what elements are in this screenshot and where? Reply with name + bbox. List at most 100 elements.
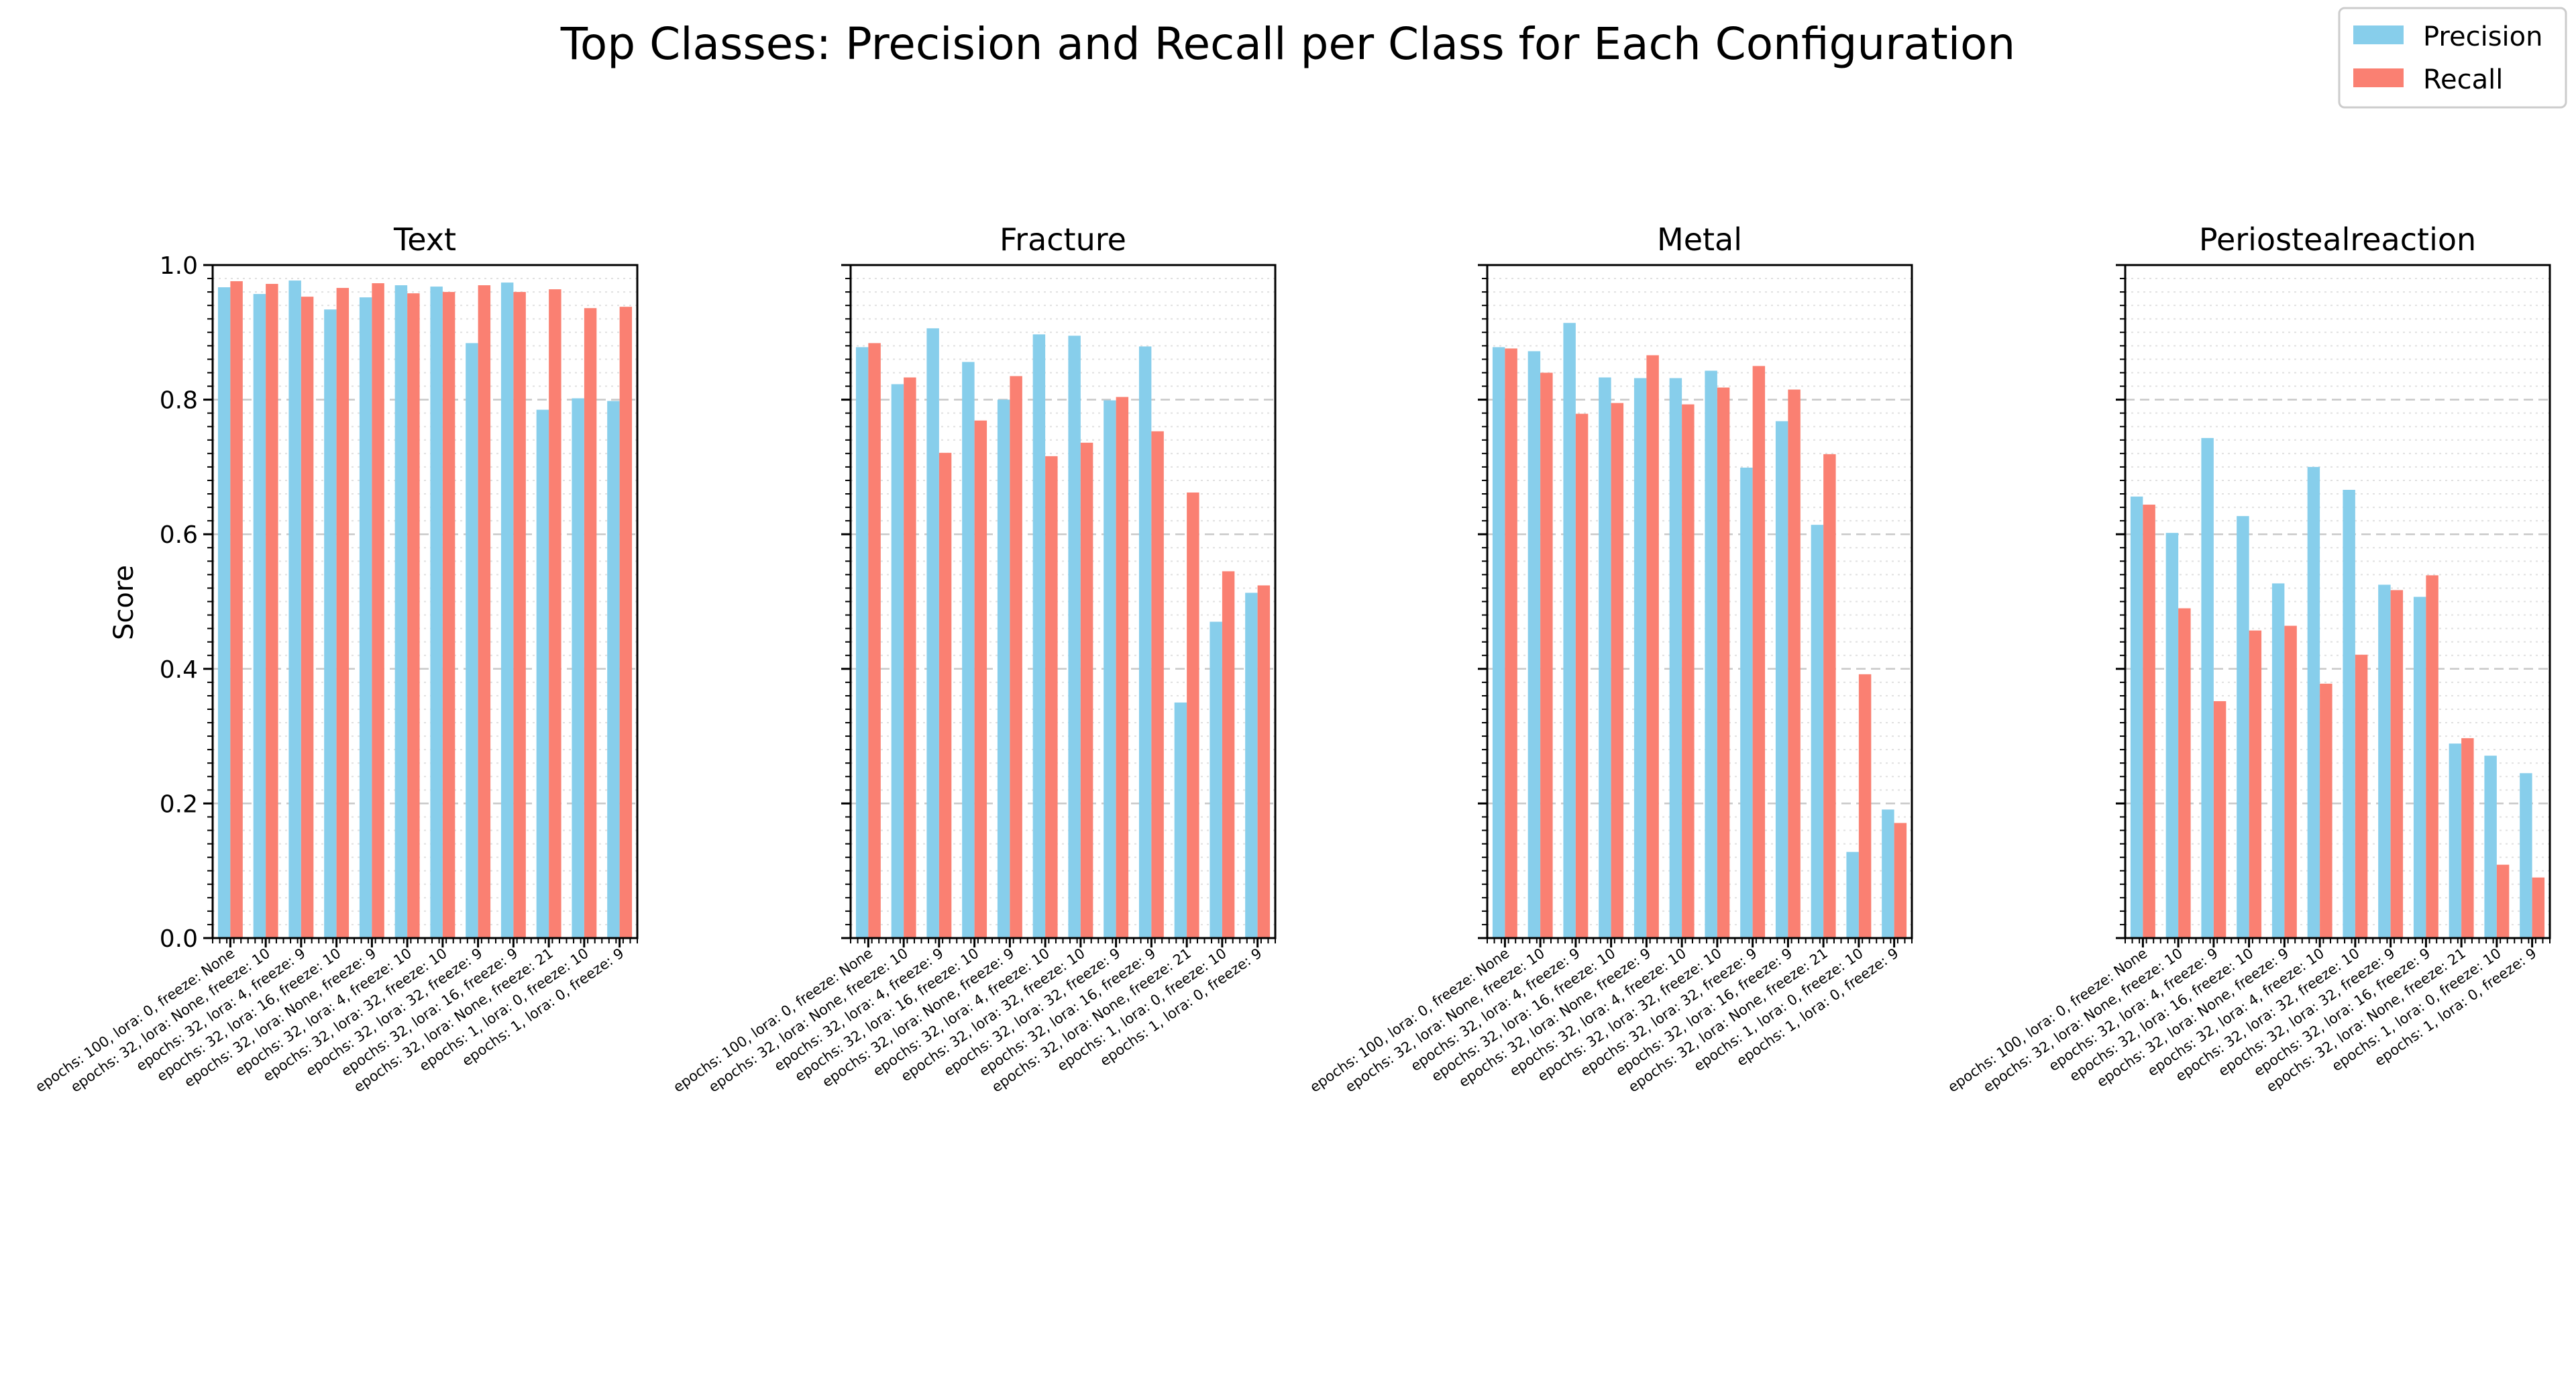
bar-recall-12 [2532,877,2545,938]
bar-precision-8 [466,343,478,938]
bar-precision-7 [430,287,443,938]
bar-precision-5 [359,297,372,938]
bar-precision-12 [2520,773,2532,938]
y-tick-label: 0.2 [160,790,198,818]
bar-recall-8 [1752,366,1766,938]
bar-precision-12 [1245,592,1258,938]
y-tick-label: 1.0 [160,252,198,280]
y-axis-label: Score [109,565,140,640]
panel-title: Fracture [1000,221,1126,258]
bar-precision-2 [2165,533,2179,938]
bar-recall-4 [974,420,987,938]
bar-recall-9 [1151,431,1164,938]
panel-title: Metal [1657,221,1742,258]
bar-recall-1 [230,281,243,938]
legend-label-precision: Precision [2423,21,2542,52]
bar-recall-6 [1682,404,1695,938]
bar-recall-8 [478,285,491,939]
bar-recall-9 [1788,389,1801,938]
bar-recall-1 [868,343,881,938]
bar-precision-5 [997,399,1010,938]
bar-recall-5 [2284,625,2297,938]
bar-recall-4 [2249,630,2262,938]
bar-recall-2 [266,284,278,939]
bar-recall-6 [407,293,420,939]
bar-recall-2 [1540,372,1553,938]
y-tick-label: 0.6 [160,521,198,549]
panel-title: Periostealreaction [2199,221,2476,258]
legend: Precision Recall [2338,7,2567,109]
bar-recall-4 [1611,403,1624,938]
bar-precision-4 [962,362,975,938]
chart-title: Top Classes: Precision and Recall per Cl… [560,18,2016,70]
bar-precision-7 [1068,336,1081,938]
bar-precision-11 [2484,756,2497,938]
bar-precision-8 [1104,400,1116,938]
bar-precision-6 [2307,466,2320,938]
y-tick-label: 0.0 [160,925,198,953]
bar-precision-1 [217,287,231,938]
bar-recall-11 [1222,571,1235,938]
bar-precision-5 [1633,378,1647,938]
bar-precision-11 [572,398,584,938]
bar-recall-10 [1187,493,1199,938]
bar-recall-5 [1646,355,1659,938]
bar-recall-7 [1717,387,1730,938]
bar-precision-10 [1174,702,1187,938]
bar-precision-9 [500,282,514,938]
bar-precision-4 [1599,377,1611,938]
bar-recall-3 [1575,413,1589,938]
bar-recall-8 [1116,397,1129,938]
bar-precision-6 [1669,378,1682,938]
bar-recall-3 [301,297,314,938]
bar-recall-5 [372,283,384,938]
legend-swatch-precision [2353,25,2404,44]
bar-recall-7 [2355,654,2368,938]
bar-precision-8 [2378,584,2391,938]
bar-recall-6 [2320,683,2332,938]
bar-recall-2 [2178,608,2191,938]
bar-precision-10 [2449,743,2462,938]
bar-recall-2 [904,377,916,938]
y-tick-label: 0.4 [160,656,198,684]
bar-precision-6 [1032,334,1046,939]
bar-precision-5 [2271,583,2285,938]
bar-precision-2 [253,294,266,938]
bar-precision-7 [1705,370,1717,938]
bar-recall-10 [2461,738,2474,938]
bar-recall-6 [1045,456,1058,938]
bar-recall-11 [2496,864,2510,938]
bar-recall-7 [442,292,455,938]
bar-recall-3 [2213,701,2226,938]
bar-recall-9 [513,292,526,938]
bar-recall-12 [1894,823,1907,938]
bar-precision-11 [1210,621,1222,938]
bar-recall-12 [619,307,633,938]
bar-precision-4 [2237,516,2249,938]
bar-precision-4 [324,309,337,938]
bar-recall-7 [1080,442,1093,938]
bar-precision-12 [607,401,620,938]
bar-precision-2 [1527,351,1541,938]
bar-precision-9 [1138,346,1152,938]
bar-recall-5 [1010,376,1022,938]
bar-precision-10 [536,409,549,938]
bar-precision-11 [1846,852,1859,938]
bar-recall-1 [1505,348,1517,938]
bar-precision-3 [1563,323,1576,938]
bar-precision-8 [1740,467,1753,938]
y-tick-label: 0.8 [160,387,198,415]
bar-precision-1 [2130,497,2143,938]
bar-precision-3 [926,328,939,939]
bar-recall-1 [2143,505,2155,938]
legend-swatch-recall [2353,68,2404,87]
bar-precision-9 [2413,597,2426,938]
bar-recall-9 [2426,575,2438,938]
bar-precision-1 [1492,347,1505,938]
bar-recall-10 [549,289,561,938]
